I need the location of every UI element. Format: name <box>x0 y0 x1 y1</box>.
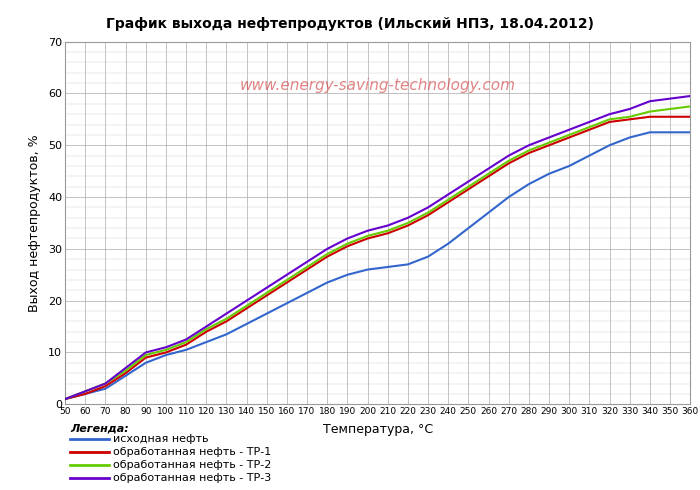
Text: обработанная нефть - ТР-1: обработанная нефть - ТР-1 <box>113 447 272 457</box>
Text: Легенда:: Легенда: <box>70 424 129 434</box>
X-axis label: Температура, °С: Температура, °С <box>323 423 433 436</box>
Text: обработанная нефть - ТР-3: обработанная нефть - ТР-3 <box>113 473 272 483</box>
Text: исходная нефть: исходная нефть <box>113 434 209 443</box>
Text: обработанная нефть - ТР-2: обработанная нефть - ТР-2 <box>113 460 272 470</box>
Text: www.energy-saving-technology.com: www.energy-saving-technology.com <box>239 77 516 93</box>
Text: График выхода нефтепродуктов (Ильский НПЗ, 18.04.2012): График выхода нефтепродуктов (Ильский НП… <box>106 17 594 31</box>
Y-axis label: Выход нефтепродуктов, %: Выход нефтепродуктов, % <box>28 134 41 312</box>
